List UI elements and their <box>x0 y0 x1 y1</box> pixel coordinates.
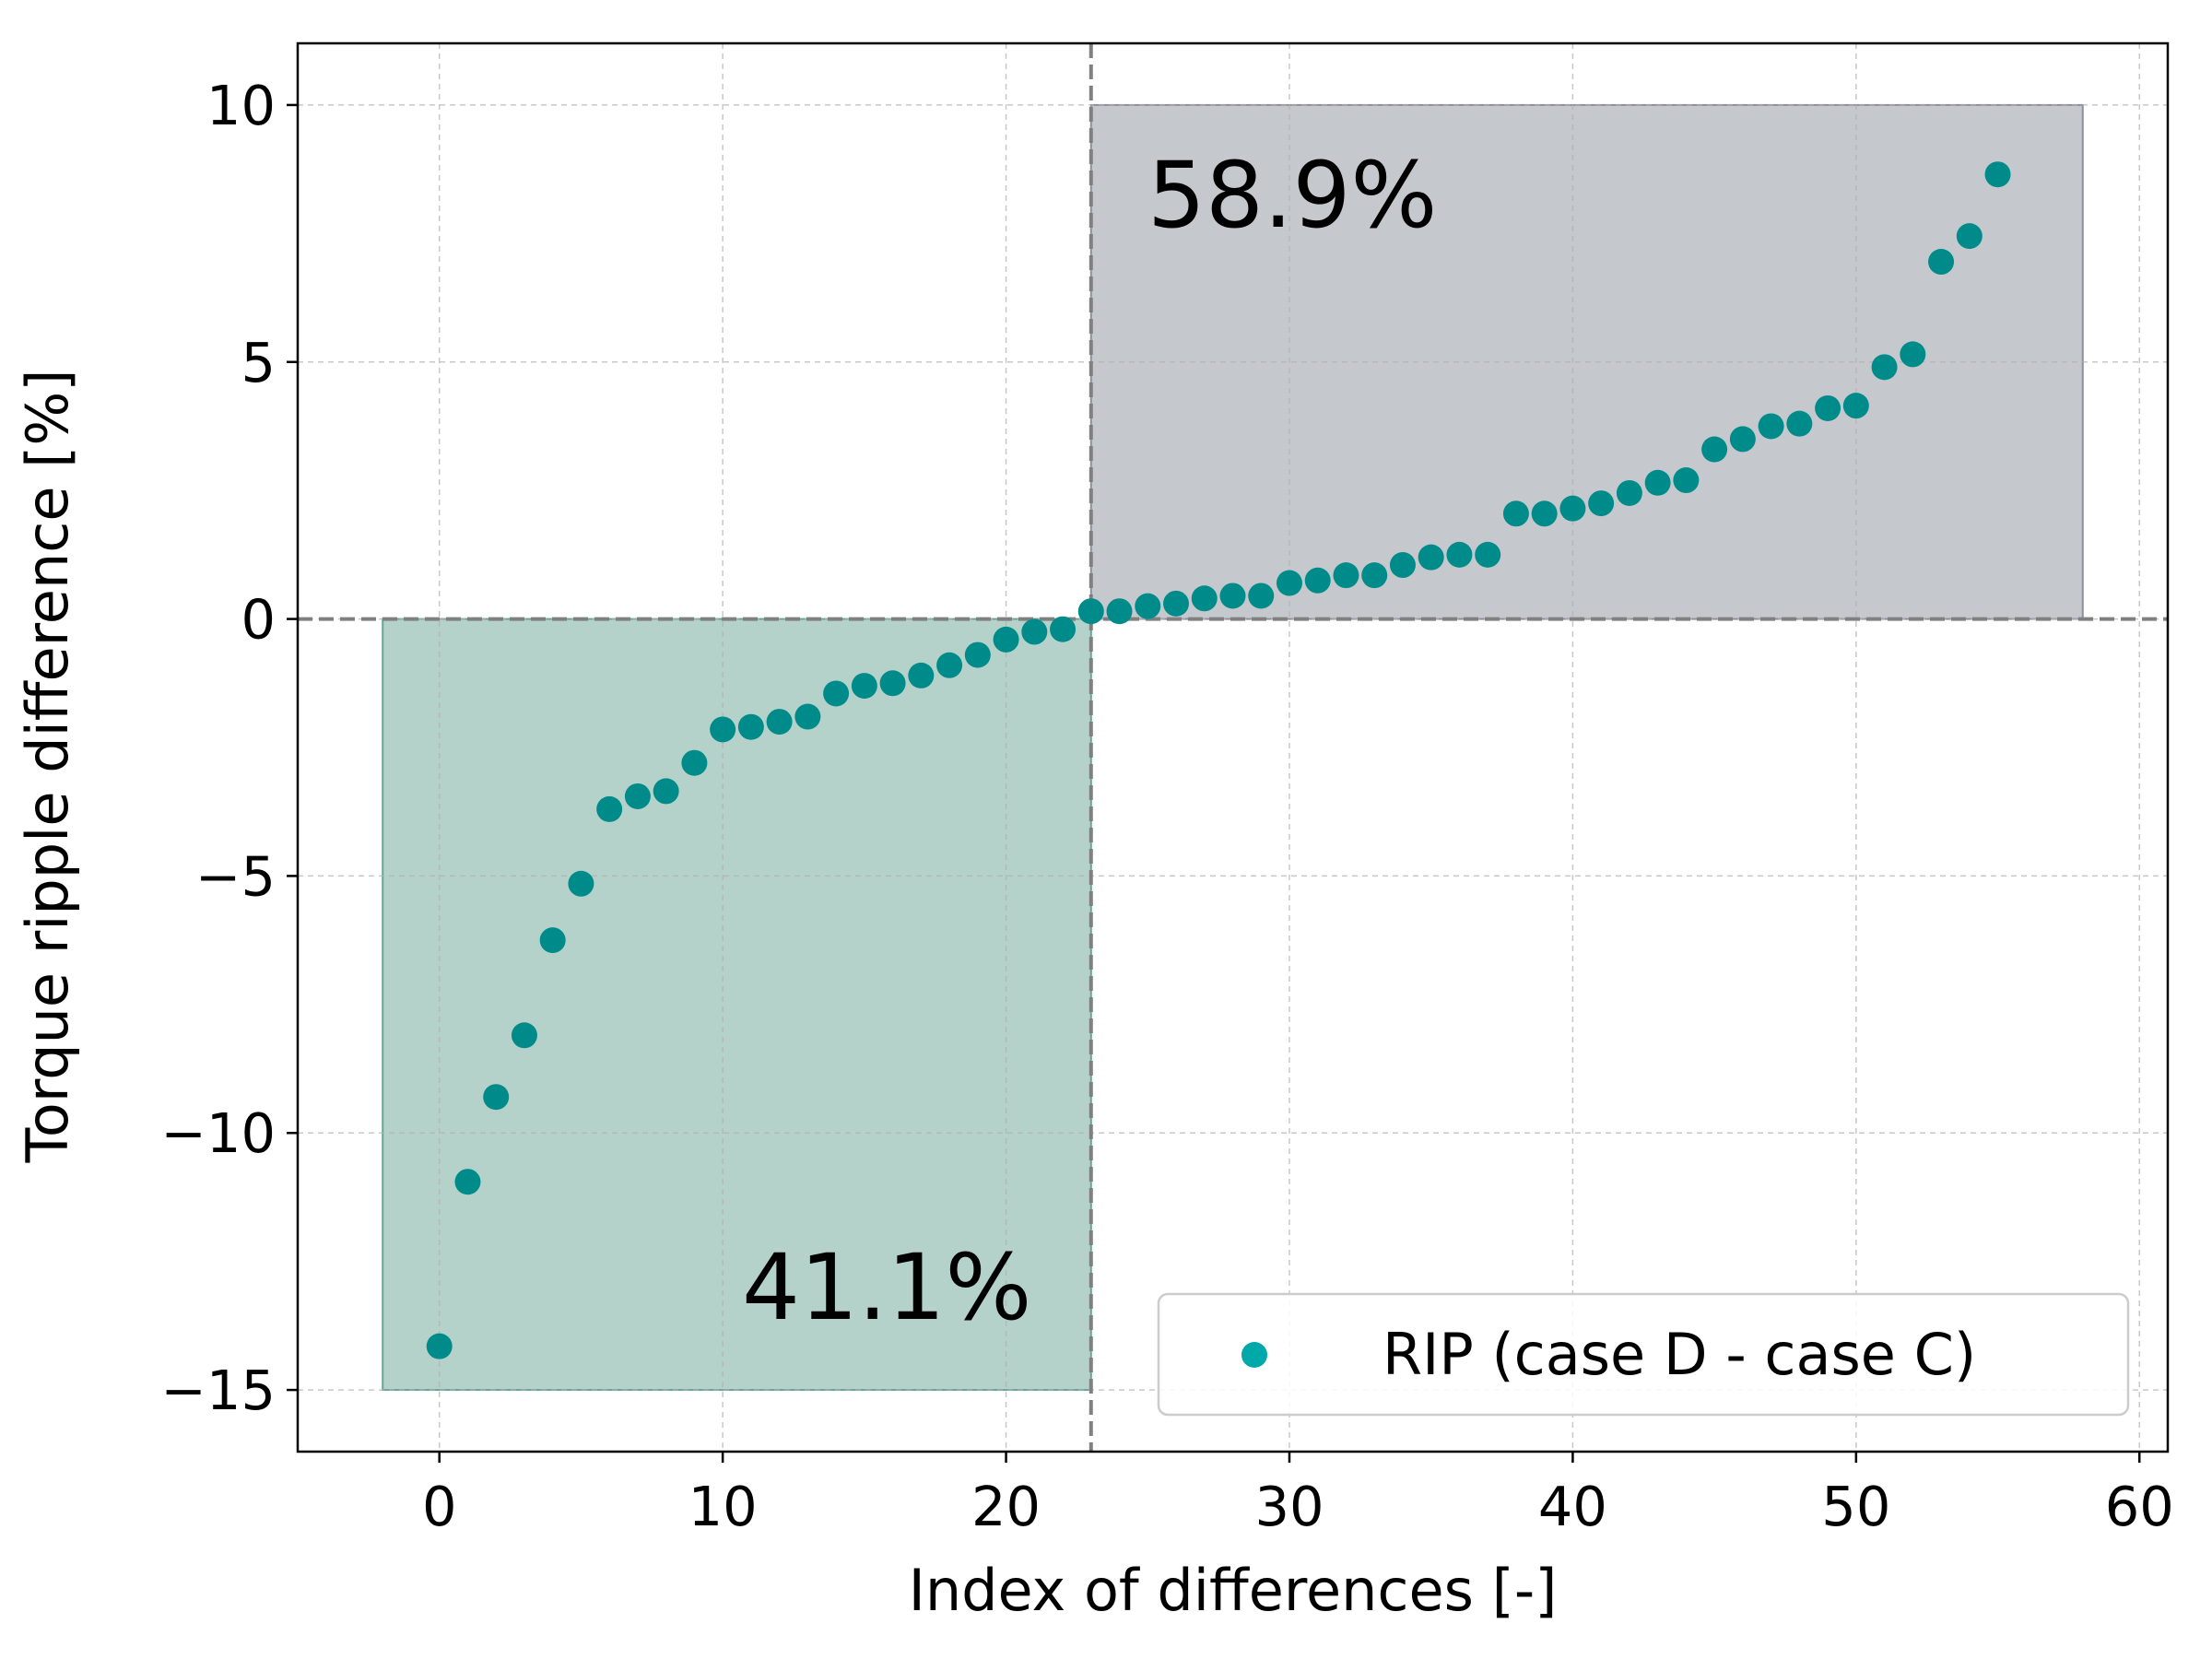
data-point <box>879 670 906 697</box>
data-point <box>1644 469 1671 496</box>
region-negative <box>382 618 1092 1392</box>
data-point <box>1673 467 1700 494</box>
y-tick-label: 0 <box>241 588 276 652</box>
x-tick-label: 50 <box>1821 1475 1890 1538</box>
data-point <box>993 626 1019 653</box>
data-point <box>1135 593 1161 619</box>
data-point <box>1248 582 1275 609</box>
y-tick-label: −15 <box>160 1359 276 1422</box>
data-point <box>1531 500 1558 527</box>
axes-frame <box>296 41 2170 1453</box>
data-point <box>1588 490 1615 517</box>
data-point <box>1021 618 1048 645</box>
legend-entry-label: RIP (case D - case C) <box>1382 1321 1976 1388</box>
data-point <box>681 749 708 776</box>
x-tick-label: 60 <box>2105 1475 2174 1538</box>
data-point <box>1956 223 1983 250</box>
data-point <box>964 641 991 668</box>
data-point <box>568 870 594 897</box>
tick-labels: 0 10 20 30 40 50 60 −15 −10 −5 0 5 10 <box>160 74 2173 1538</box>
data-point <box>1900 341 1926 368</box>
data-point <box>1304 567 1331 594</box>
x-axis-label: Index of differences [-] <box>909 1557 1558 1624</box>
data-point <box>1361 562 1388 589</box>
data-point <box>1106 598 1133 625</box>
data-point <box>1389 552 1416 579</box>
data-point <box>1418 544 1444 571</box>
data-point <box>1928 249 1955 276</box>
plot-area: 41.1% 58.9% <box>296 41 2170 1453</box>
data-point <box>653 778 679 805</box>
data-point <box>1276 570 1302 596</box>
legend-marker <box>1241 1342 1267 1368</box>
region-label-positive: 58.9% <box>1147 143 1438 249</box>
data-point <box>936 652 963 678</box>
region-label-negative: 41.1% <box>742 1235 1032 1341</box>
data-point <box>596 795 623 822</box>
data-point <box>1077 598 1104 625</box>
data-point <box>483 1084 510 1111</box>
y-tick-label: −10 <box>160 1101 276 1165</box>
x-tick-label: 10 <box>688 1475 758 1538</box>
data-point <box>426 1333 453 1359</box>
x-tick-label: 40 <box>1538 1475 1607 1538</box>
x-tick-label: 20 <box>971 1475 1041 1538</box>
y-tick-label: 5 <box>241 331 276 394</box>
data-point <box>1729 426 1756 453</box>
legend: RIP (case D - case C) <box>1157 1292 2130 1417</box>
data-point <box>851 673 877 700</box>
data-point <box>1701 436 1728 463</box>
data-point <box>1050 616 1077 642</box>
y-tick-label: 10 <box>206 74 276 137</box>
x-tick-label: 0 <box>422 1475 457 1538</box>
data-point <box>737 713 764 740</box>
data-point <box>1502 500 1529 527</box>
data-point <box>1758 413 1784 440</box>
data-point <box>1191 585 1218 612</box>
data-point <box>1475 541 1501 568</box>
data-point <box>1616 479 1642 506</box>
data-point <box>539 927 566 954</box>
data-point <box>1842 393 1869 419</box>
x-tick-label: 30 <box>1254 1475 1324 1538</box>
data-point <box>511 1022 537 1049</box>
data-point <box>454 1169 481 1195</box>
data-point <box>1163 590 1190 617</box>
data-point <box>1333 562 1359 589</box>
data-point <box>1815 394 1841 421</box>
data-point <box>794 703 821 730</box>
data-point <box>766 709 793 735</box>
data-point <box>1219 582 1246 609</box>
data-point <box>710 716 736 743</box>
legend-box <box>1157 1292 2130 1417</box>
data-point <box>1446 541 1473 568</box>
data-point <box>823 680 850 707</box>
data-point <box>1871 354 1898 381</box>
y-tick-label: −5 <box>195 844 276 908</box>
y-axis-label: Torque ripple difference [%] <box>14 370 81 1164</box>
data-point <box>624 782 651 809</box>
data-point <box>1984 161 2011 188</box>
data-point <box>1559 495 1586 522</box>
data-point <box>908 662 935 688</box>
data-point <box>1786 410 1813 437</box>
